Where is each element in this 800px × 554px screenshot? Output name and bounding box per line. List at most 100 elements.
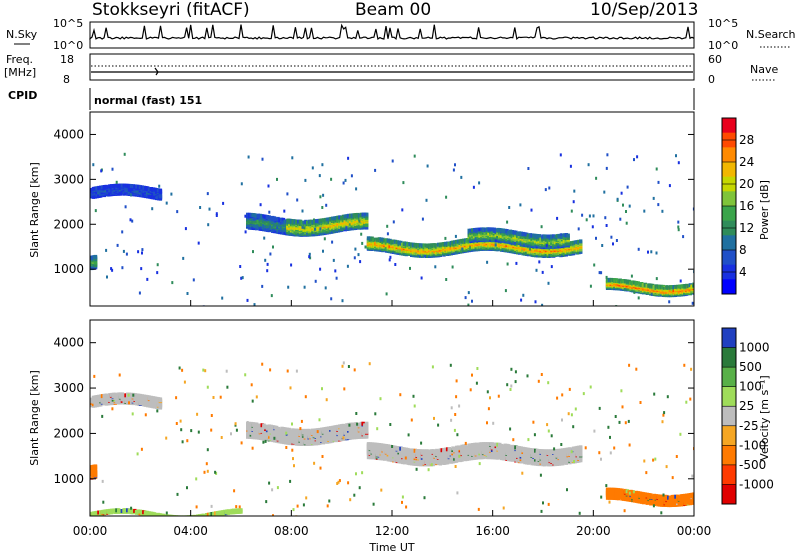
- scatter-cell: [365, 212, 369, 217]
- scatter-speck: [615, 239, 618, 242]
- scatter-speck: [111, 167, 114, 171]
- scatter-speck: [386, 232, 389, 236]
- scatter-cell: [95, 399, 99, 404]
- scatter-cell: [246, 212, 250, 217]
- scatter-cell: [539, 247, 543, 252]
- scatter-cell: [534, 233, 538, 238]
- scatter-speck: [445, 278, 448, 281]
- scatter-speck: [121, 230, 124, 234]
- scatter-cell: [422, 243, 426, 248]
- scatter-cell: [99, 185, 103, 190]
- scatter-cell: [490, 230, 495, 235]
- scatter-speck: [467, 303, 470, 306]
- scatter-cell: [295, 219, 299, 224]
- scatter-cell: [692, 282, 694, 287]
- scatter-cell: [297, 219, 301, 224]
- scatter-speck: [573, 189, 576, 193]
- scatter-cell: [331, 216, 335, 221]
- scatter-speck: [388, 258, 391, 262]
- scatter-cell: [650, 283, 655, 288]
- scatter-cell: [149, 395, 153, 400]
- scatter-cell: [368, 236, 372, 241]
- scatter-cell: [469, 228, 473, 233]
- scatter-speck: [605, 224, 608, 227]
- scatter-cell: [413, 242, 417, 247]
- scatter-cell: [120, 183, 125, 188]
- scatter-speck: [322, 249, 324, 253]
- scatter-cell: [156, 194, 161, 199]
- scatter-speck: [215, 212, 218, 216]
- scatter-cell: [683, 284, 687, 288]
- scatter-cell: [372, 243, 376, 248]
- scatter-cell: [436, 242, 441, 247]
- scatter-cell: [151, 401, 155, 406]
- y-tick-label: 2000: [53, 217, 84, 231]
- y-tick-label: 1000: [53, 262, 84, 276]
- freq-glitch: [154, 67, 159, 76]
- scatter-cell: [158, 397, 163, 402]
- scatter-speck: [222, 201, 225, 205]
- scatter-speck: [357, 253, 360, 257]
- scatter-speck: [454, 163, 456, 167]
- scatter-cell: [109, 392, 114, 397]
- scatter-cell: [113, 392, 117, 397]
- scatter-speck: [461, 247, 464, 251]
- scatter-cell: [273, 425, 277, 430]
- scatter-cell: [406, 242, 410, 246]
- scatter-speck: [600, 271, 603, 275]
- scatter-cell: [605, 277, 610, 282]
- scatter-speck: [675, 154, 677, 158]
- scatter-cell: [115, 393, 119, 398]
- scatter-cell: [667, 285, 671, 290]
- scatter-cell: [629, 280, 633, 285]
- scatter-cell: [340, 215, 344, 220]
- scatter-cell: [489, 227, 493, 232]
- scatter-cell: [109, 184, 114, 189]
- scatter-cell: [100, 185, 105, 190]
- scatter-cell: [379, 237, 383, 242]
- scatter-speck: [612, 242, 614, 246]
- scatter-cell: [127, 183, 132, 188]
- scatter-cell: [654, 284, 658, 289]
- scatter-cell: [659, 288, 664, 292]
- scatter-speck: [538, 260, 541, 264]
- scatter-cell: [634, 281, 639, 285]
- nsky-panel-frame: [89, 21, 695, 49]
- scatter-cell: [487, 231, 491, 236]
- scatter-speck: [451, 265, 454, 269]
- scatter-speck: [260, 216, 263, 220]
- scatter-cell: [129, 392, 134, 397]
- scatter-speck: [240, 276, 243, 280]
- scatter-cell: [561, 233, 565, 238]
- scatter-speck: [541, 270, 544, 274]
- scatter-cell: [499, 228, 504, 233]
- scatter-cell: [99, 394, 103, 399]
- scatter-cell: [487, 241, 491, 246]
- nsky-label: N.Sky: [6, 28, 38, 41]
- scatter-cell: [539, 244, 543, 248]
- scatter-cell: [546, 234, 550, 239]
- scatter-speck: [123, 152, 126, 156]
- freq-panel-frame: [89, 53, 695, 81]
- scatter-cell: [402, 241, 407, 246]
- scatter-cell: [420, 243, 425, 248]
- scatter-cell: [247, 421, 252, 426]
- scatter-speck: [141, 248, 144, 252]
- scatter-speck: [494, 243, 497, 247]
- scatter-speck: [636, 155, 639, 159]
- scatter-speck: [630, 274, 633, 278]
- scatter-cell: [543, 234, 547, 239]
- scatter-cell: [625, 279, 630, 284]
- scatter-cell: [564, 238, 568, 243]
- scatter-cell: [323, 217, 328, 222]
- scatter-cell: [424, 243, 428, 248]
- scatter-cell: [566, 233, 570, 238]
- scatter-speck: [330, 297, 333, 301]
- scatter-speck: [604, 216, 607, 220]
- scatter-cell: [93, 395, 97, 400]
- scatter-cell: [253, 215, 257, 220]
- scatter-speck: [291, 156, 294, 160]
- scatter-speck: [625, 221, 628, 225]
